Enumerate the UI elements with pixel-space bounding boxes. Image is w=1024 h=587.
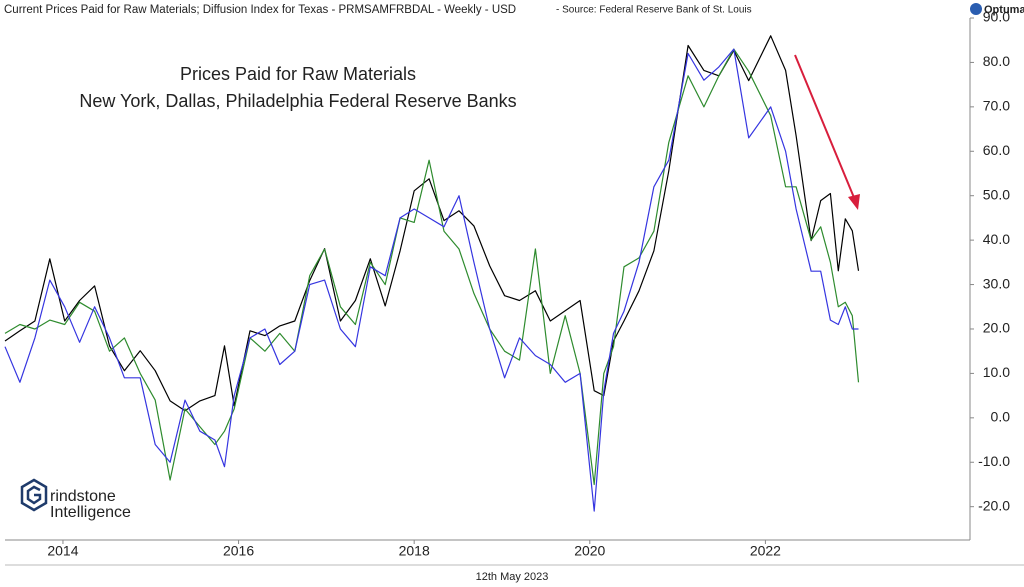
brand: Optuma	[984, 4, 1024, 16]
logo-text: Intelligence	[50, 504, 131, 521]
chart-title: Current Prices Paid for Raw Materials; D…	[4, 4, 516, 16]
annotation: New York, Dallas, Philadelphia Federal R…	[79, 91, 516, 111]
brand-icon	[970, 3, 982, 15]
trend-arrow	[794, 54, 856, 201]
x-tick-label: 2018	[399, 543, 430, 559]
x-tick-label: 2016	[223, 543, 254, 559]
y-tick-label: 30.0	[983, 275, 1010, 291]
series-line	[4, 35, 860, 412]
x-tick-label: 2014	[47, 543, 78, 559]
source: - Source: Federal Reserve Bank of St. Lo…	[556, 5, 752, 16]
x-tick-label: 2022	[750, 543, 781, 559]
y-tick-label: 50.0	[983, 186, 1010, 202]
y-tick-label: 60.0	[983, 142, 1010, 158]
y-tick-label: -10.0	[978, 453, 1010, 469]
annotation: Prices Paid for Raw Materials	[180, 64, 416, 84]
date-label: 12th May 2023	[476, 571, 549, 583]
y-tick-label: 70.0	[983, 98, 1010, 114]
y-tick-label: -20.0	[978, 497, 1010, 513]
x-tick-label: 2020	[574, 543, 605, 559]
y-tick-label: 40.0	[983, 231, 1010, 247]
y-tick-label: 10.0	[983, 364, 1010, 380]
logo-icon	[26, 485, 42, 505]
y-tick-label: 0.0	[991, 409, 1011, 425]
series-line	[4, 48, 859, 512]
trend-arrow-head	[848, 194, 860, 210]
y-tick-label: 20.0	[983, 320, 1010, 336]
logo-text: rindstone	[50, 488, 116, 505]
logo-icon	[20, 478, 48, 512]
y-tick-label: 90.0	[983, 9, 1010, 25]
y-tick-label: 80.0	[983, 53, 1010, 69]
logo: rindstone Intelligence	[20, 478, 131, 521]
series-line	[4, 48, 860, 486]
